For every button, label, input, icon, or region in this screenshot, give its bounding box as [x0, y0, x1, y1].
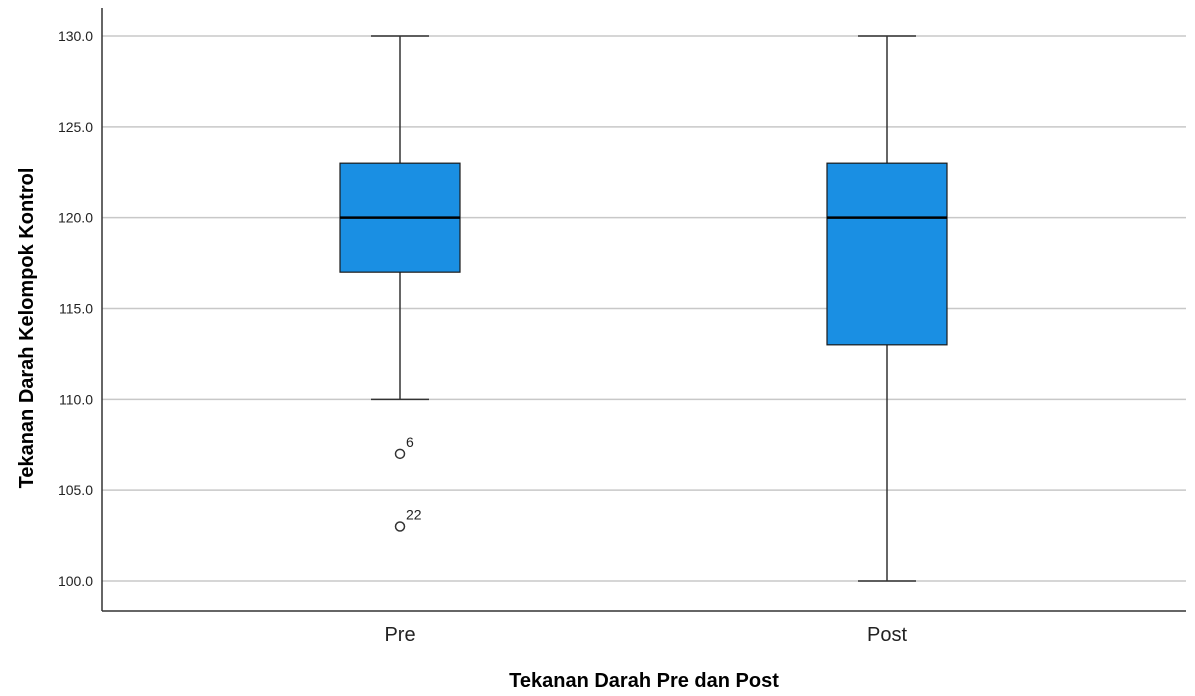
iqr-box — [826, 162, 948, 346]
y-tick-label: 110.0 — [59, 391, 93, 407]
box-pre: 6 22 — [339, 35, 461, 532]
y-axis-title: Tekanan Darah Kelompok Kontrol — [16, 168, 38, 489]
y-tick-label: 105.0 — [58, 482, 93, 498]
y-tick-label: 115.0 — [59, 301, 93, 317]
x-axis-title: Tekanan Darah Pre dan Post — [509, 670, 779, 692]
box-post — [826, 35, 948, 582]
outlier-label: 22 — [406, 507, 422, 523]
grid-lines — [102, 35, 1186, 582]
axes — [101, 8, 1186, 612]
outlier-point — [394, 521, 406, 532]
outlier-point — [394, 448, 406, 460]
x-category-label: Post — [867, 624, 907, 646]
y-tick-label: 130.0 — [58, 28, 93, 44]
y-tick-label: 120.0 — [58, 210, 93, 226]
y-tick-label: 125.0 — [58, 119, 93, 135]
x-category-label: Pre — [384, 624, 415, 646]
boxes: 6 22 — [339, 35, 948, 582]
y-tick-label: 100.0 — [58, 573, 93, 589]
x-category-labels: Pre Post — [384, 624, 907, 646]
outlier-label: 6 — [406, 434, 414, 450]
y-tick-labels: 100.0 105.0 110.0 115.0 120.0 125.0 130.0 — [58, 28, 93, 589]
